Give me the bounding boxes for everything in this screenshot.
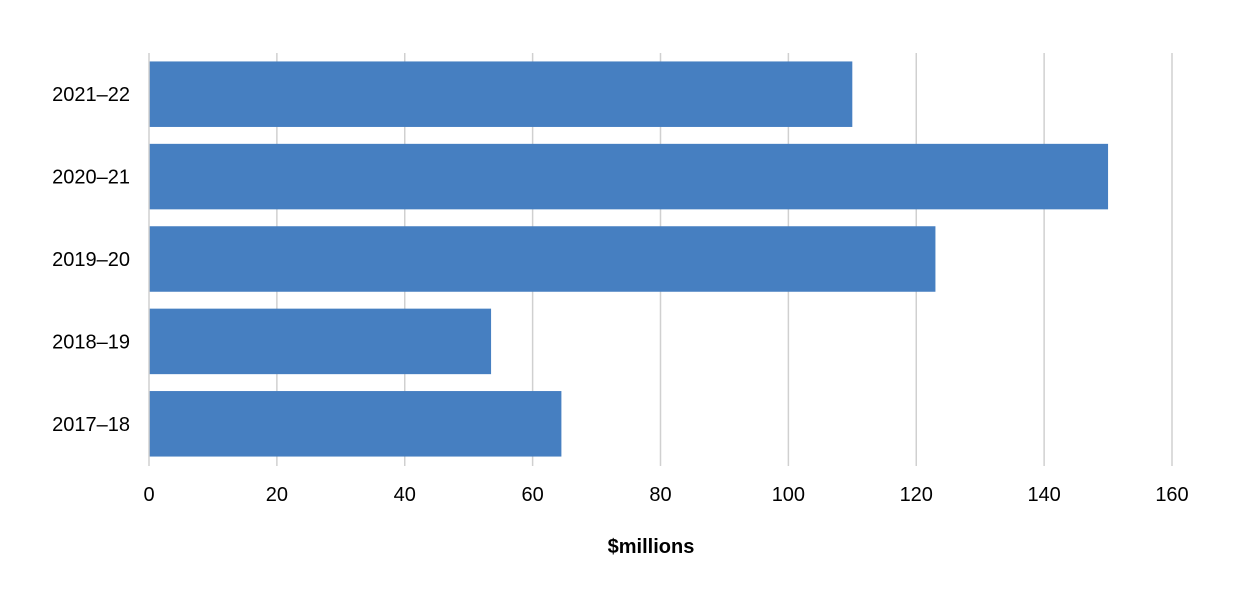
x-tick-label-160: 160 — [1155, 484, 1188, 506]
y-tick-label-2017–18: 2017–18 — [52, 414, 130, 436]
bars — [149, 61, 1109, 457]
x-tick-label-100: 100 — [772, 484, 805, 506]
bar-2020–21 — [149, 143, 1109, 210]
x-tick-label-40: 40 — [394, 484, 416, 506]
x-tick-label-20: 20 — [266, 484, 288, 506]
x-tick-label-120: 120 — [900, 484, 933, 506]
x-tick-label-0: 0 — [143, 484, 154, 506]
x-tick-label-80: 80 — [649, 484, 671, 506]
x-tick-label-140: 140 — [1027, 484, 1060, 506]
y-tick-label-2020–21: 2020–21 — [52, 167, 130, 189]
axes — [148, 53, 1173, 466]
bar-2018–19 — [149, 308, 492, 375]
y-tick-label-2021–22: 2021–22 — [52, 84, 130, 106]
bar-2021–22 — [149, 61, 853, 127]
x-tick-label-60: 60 — [522, 484, 544, 506]
labels: 0 20 40 60 80 100 120 140 160 2021–22 2020–21 2019–… — [52, 84, 1189, 506]
y-tick-label-2018–19: 2018–19 — [52, 331, 130, 353]
y-tick-label-2019–20: 2019–20 — [52, 249, 130, 271]
x-axis-title: $millions — [608, 536, 695, 558]
bar-2019–20 — [149, 226, 936, 292]
bar-2017–18 — [149, 391, 562, 457]
